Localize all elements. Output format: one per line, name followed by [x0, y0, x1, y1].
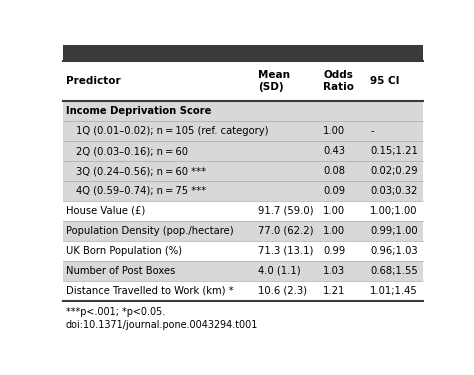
- Text: 1.21: 1.21: [323, 286, 346, 296]
- Bar: [63, 280, 423, 300]
- Text: 0.68;1.55: 0.68;1.55: [370, 266, 418, 276]
- Text: Odds
Ratio: Odds Ratio: [323, 70, 354, 92]
- Bar: [63, 141, 423, 161]
- Text: 4Q (0.59–0.74); n = 75 ***: 4Q (0.59–0.74); n = 75 ***: [76, 186, 206, 196]
- Text: ***p<.001; *p<0.05.: ***p<.001; *p<0.05.: [66, 307, 165, 317]
- Text: 3Q (0.24–0.56); n = 60 ***: 3Q (0.24–0.56); n = 60 ***: [76, 166, 206, 176]
- Bar: [63, 261, 423, 280]
- Text: 71.3 (13.1): 71.3 (13.1): [258, 246, 314, 256]
- Text: doi:10.1371/journal.pone.0043294.t001: doi:10.1371/journal.pone.0043294.t001: [66, 320, 258, 330]
- Text: 1.00;1.00: 1.00;1.00: [370, 206, 418, 216]
- Text: 0.99;1.00: 0.99;1.00: [370, 226, 418, 236]
- Text: 0.96;1.03: 0.96;1.03: [370, 246, 418, 256]
- Text: 0.09: 0.09: [323, 186, 346, 196]
- Bar: [63, 161, 423, 181]
- Bar: [63, 121, 423, 141]
- Text: 91.7 (59.0): 91.7 (59.0): [258, 206, 314, 216]
- Text: 4.0 (1.1): 4.0 (1.1): [258, 266, 301, 276]
- Text: 1.00: 1.00: [323, 206, 346, 216]
- Text: 0.15;1.21: 0.15;1.21: [370, 146, 418, 156]
- Bar: [63, 221, 423, 241]
- Text: Population Density (pop./hectare): Population Density (pop./hectare): [66, 226, 234, 236]
- Bar: [63, 61, 423, 101]
- Text: 1.00: 1.00: [323, 226, 346, 236]
- Text: 2Q (0.03–0.16); n = 60: 2Q (0.03–0.16); n = 60: [76, 146, 188, 156]
- Text: UK Born Population (%): UK Born Population (%): [66, 246, 182, 256]
- Text: Predictor: Predictor: [66, 76, 120, 86]
- Text: 0.99: 0.99: [323, 246, 346, 256]
- Text: 0.08: 0.08: [323, 166, 345, 176]
- Bar: [63, 45, 423, 61]
- Bar: [63, 201, 423, 221]
- Text: Mean
(SD): Mean (SD): [258, 70, 291, 92]
- Text: 1.01;1.45: 1.01;1.45: [370, 286, 418, 296]
- Text: 0.02;0.29: 0.02;0.29: [370, 166, 418, 176]
- Text: Distance Travelled to Work (km) *: Distance Travelled to Work (km) *: [66, 286, 234, 296]
- Text: Number of Post Boxes: Number of Post Boxes: [66, 266, 175, 276]
- Text: 95 CI: 95 CI: [370, 76, 400, 86]
- Text: 0.43: 0.43: [323, 146, 345, 156]
- Text: 77.0 (62.2): 77.0 (62.2): [258, 226, 314, 236]
- Text: -: -: [370, 126, 374, 136]
- Text: House Value (£): House Value (£): [66, 206, 145, 216]
- Text: 1.00: 1.00: [323, 126, 346, 136]
- Text: 10.6 (2.3): 10.6 (2.3): [258, 286, 308, 296]
- Text: 1Q (0.01–0.02); n = 105 (ref. category): 1Q (0.01–0.02); n = 105 (ref. category): [76, 126, 268, 136]
- Text: 1.03: 1.03: [323, 266, 346, 276]
- Bar: [63, 101, 423, 121]
- Text: 0.03;0.32: 0.03;0.32: [370, 186, 418, 196]
- Text: Income Deprivation Score: Income Deprivation Score: [66, 106, 211, 116]
- Bar: [63, 241, 423, 261]
- Bar: [63, 181, 423, 201]
